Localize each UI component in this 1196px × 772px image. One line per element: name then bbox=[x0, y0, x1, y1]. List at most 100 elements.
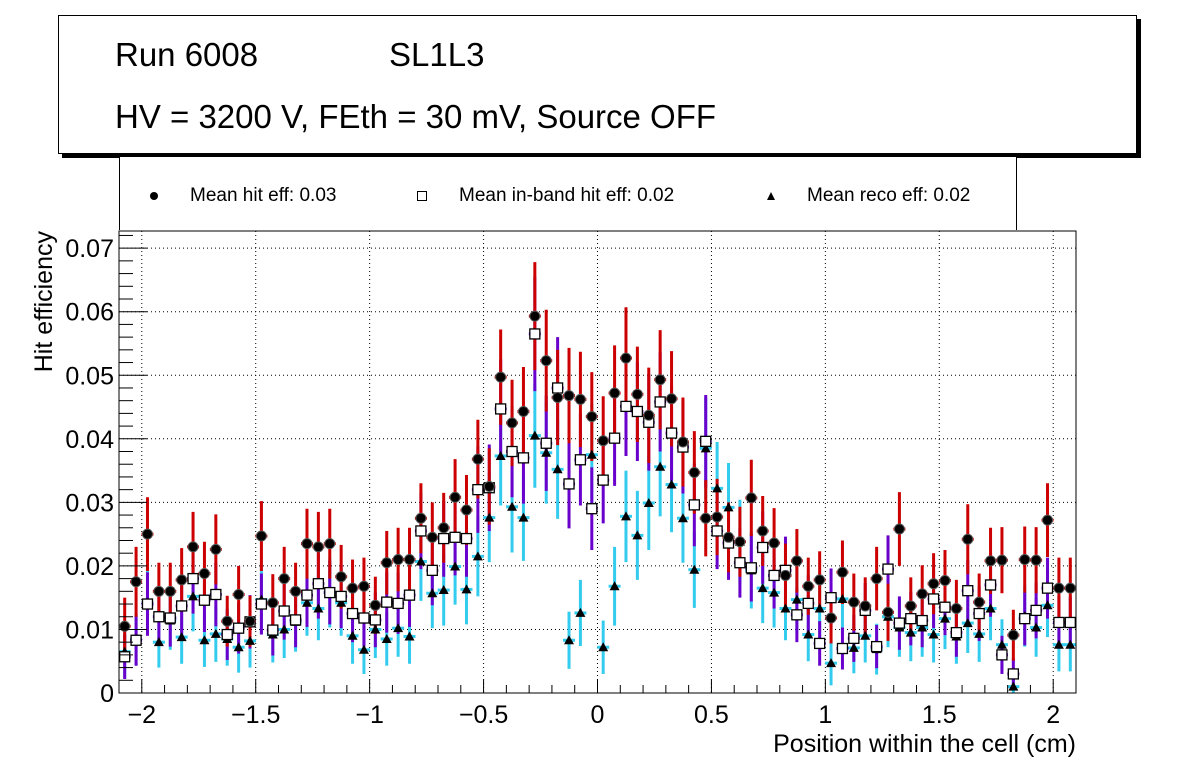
hit-eff-point bbox=[643, 409, 655, 421]
reco-eff-point bbox=[381, 633, 392, 643]
reco-eff-point bbox=[757, 583, 768, 593]
hit-eff-point bbox=[233, 588, 245, 600]
reco-eff-point bbox=[962, 618, 973, 628]
hit-eff-point bbox=[369, 599, 381, 611]
hit-eff-point bbox=[472, 453, 484, 465]
inband-eff-point bbox=[597, 474, 609, 486]
x-tick-label: −0.5 bbox=[459, 701, 508, 729]
hit-eff-point bbox=[290, 585, 302, 597]
hit-eff-point bbox=[802, 580, 814, 592]
hit-eff-point bbox=[939, 575, 951, 587]
hit-eff-point bbox=[836, 566, 848, 578]
hit-eff-point bbox=[210, 543, 222, 555]
reco-eff-point bbox=[301, 597, 312, 607]
inband-eff-point bbox=[381, 596, 393, 608]
legend-label: Mean reco eff: 0.02 bbox=[807, 185, 971, 206]
hit-eff-point bbox=[700, 512, 712, 524]
reco-eff-point bbox=[609, 581, 620, 591]
inband-eff-point bbox=[745, 562, 757, 574]
inband-eff-point bbox=[563, 478, 575, 490]
reco-eff-point bbox=[598, 642, 609, 652]
hit-eff-point bbox=[620, 352, 632, 364]
hit-eff-point bbox=[141, 528, 153, 540]
hit-eff-point bbox=[768, 537, 780, 549]
open-square-marker-icon bbox=[417, 190, 427, 201]
inband-eff-point bbox=[278, 605, 290, 617]
hit-eff-point bbox=[711, 511, 723, 523]
hit-eff-point bbox=[871, 573, 883, 585]
hit-eff-point bbox=[791, 555, 803, 567]
reco-eff-point bbox=[860, 630, 871, 640]
hit-eff-point bbox=[381, 557, 393, 569]
inband-eff-point bbox=[540, 437, 552, 449]
inband-eff-point bbox=[1053, 616, 1065, 629]
reco-eff-point bbox=[917, 622, 928, 632]
reco-eff-point bbox=[905, 627, 916, 637]
reco-eff-point bbox=[529, 430, 540, 440]
inband-eff-point bbox=[358, 612, 370, 624]
hit-eff-point bbox=[358, 580, 370, 592]
hit-eff-point bbox=[347, 582, 359, 594]
hit-eff-point bbox=[255, 530, 267, 542]
hit-eff-point bbox=[244, 615, 256, 627]
reco-eff-point bbox=[1031, 622, 1042, 632]
inband-eff-point bbox=[870, 640, 883, 653]
reco-eff-point bbox=[814, 603, 825, 613]
reco-eff-point bbox=[564, 635, 575, 645]
inband-eff-point bbox=[119, 651, 131, 663]
hit-eff-point bbox=[985, 555, 997, 567]
reco-eff-point bbox=[347, 630, 358, 640]
hit-eff-point bbox=[392, 554, 404, 566]
x-tick-label: 0.5 bbox=[694, 701, 729, 729]
hit-eff-point bbox=[757, 525, 769, 537]
hit-eff-point bbox=[438, 522, 450, 534]
hit-eff-point bbox=[198, 568, 210, 580]
inband-eff-point bbox=[927, 593, 940, 605]
hit-eff-point bbox=[631, 388, 643, 400]
reco-eff-point bbox=[689, 564, 700, 574]
filled-triangle-marker-icon bbox=[767, 191, 775, 200]
y-tick-label: 0.02 bbox=[65, 553, 114, 581]
hit-eff-point bbox=[859, 600, 871, 612]
hit-eff-point bbox=[483, 480, 495, 492]
reco-eff-point bbox=[1065, 639, 1076, 649]
reco-eff-point bbox=[985, 603, 996, 613]
inband-eff-point bbox=[574, 454, 587, 466]
inband-eff-point bbox=[1007, 668, 1019, 680]
hit-eff-point bbox=[950, 602, 962, 614]
hit-eff-point bbox=[278, 573, 290, 585]
hit-eff-point bbox=[153, 585, 165, 597]
y-tick-label: 0.07 bbox=[65, 235, 114, 263]
reco-eff-point bbox=[210, 628, 221, 638]
conditions-label: HV = 3200 V, FEth = 30 mV, Source OFF bbox=[115, 98, 717, 135]
inband-eff-point bbox=[529, 328, 541, 340]
x-tick-label: −1 bbox=[355, 701, 384, 729]
hit-eff-point bbox=[962, 533, 974, 545]
hit-eff-point bbox=[723, 531, 735, 543]
reco-eff-point bbox=[495, 450, 506, 460]
reco-eff-point bbox=[313, 603, 324, 613]
hit-eff-point bbox=[745, 492, 757, 504]
hit-eff-point bbox=[1064, 582, 1076, 594]
hit-eff-point bbox=[814, 574, 826, 586]
legend-item-inband: Mean in-band hit eff: 0.02 bbox=[417, 185, 674, 207]
hit-eff-point bbox=[563, 390, 575, 402]
hit-eff-point bbox=[495, 371, 507, 383]
hit-eff-point bbox=[688, 466, 700, 478]
y-tick-label: 0 bbox=[100, 680, 114, 708]
y-tick-label: 0.04 bbox=[65, 426, 114, 454]
reco-eff-point bbox=[153, 637, 164, 647]
legend-item-hit: Mean hit eff: 0.03 bbox=[150, 185, 336, 207]
reco-eff-point bbox=[1042, 600, 1053, 610]
hit-eff-point bbox=[928, 578, 940, 590]
reco-eff-point bbox=[472, 551, 483, 561]
y-tick-label: 0.05 bbox=[65, 362, 114, 390]
inband-eff-point bbox=[848, 632, 860, 644]
inband-eff-point bbox=[472, 483, 484, 496]
hit-eff-point bbox=[552, 391, 564, 403]
reco-eff-point bbox=[1008, 681, 1019, 691]
hit-eff-point bbox=[677, 436, 689, 448]
inband-eff-point bbox=[198, 594, 211, 606]
hit-eff-point bbox=[609, 387, 621, 399]
